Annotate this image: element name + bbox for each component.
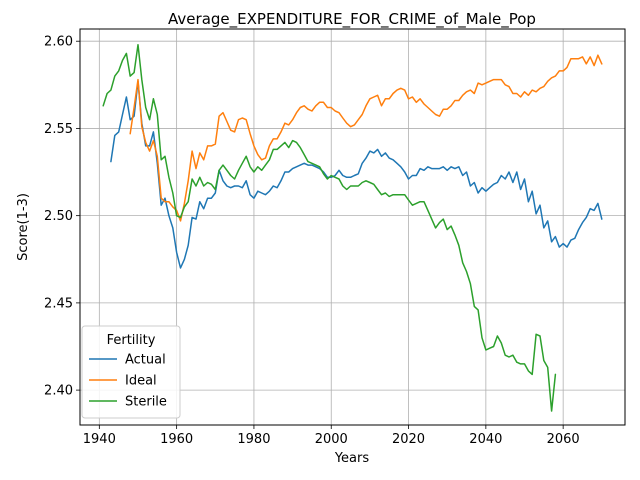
legend-entries: Actual Ideal Sterile <box>89 353 167 410</box>
y-tick-label: 2.50 <box>44 209 73 224</box>
series-lines <box>102 43 603 412</box>
x-tick-label: 1980 <box>237 432 270 447</box>
legend-box <box>81 325 181 419</box>
x-axis-label: Years <box>334 451 370 466</box>
series-line-actual <box>110 80 603 269</box>
series-line-sterile <box>102 43 557 412</box>
y-tick-label: 2.55 <box>44 122 73 137</box>
y-tick-label: 2.45 <box>44 296 73 311</box>
series-line-ideal <box>129 54 603 222</box>
y-axis-label: Score(1-3) <box>16 193 31 261</box>
y-tick-label: 2.60 <box>44 35 73 50</box>
chart-title: Average_EXPENDITURE_FOR_CRIME_of_Male_Po… <box>168 10 536 29</box>
y-axis-ticks: 2.40 2.45 2.50 2.55 2.60 <box>44 35 80 399</box>
legend: Fertility Actual Ideal Sterile <box>81 325 181 419</box>
x-tick-label: 2000 <box>315 432 348 447</box>
plot-frame <box>79 28 626 426</box>
legend-label-sterile: Sterile <box>125 395 167 410</box>
x-tick-label: 2020 <box>392 432 425 447</box>
x-tick-label: 1960 <box>160 432 193 447</box>
grid <box>80 29 625 425</box>
x-tick-label: 1940 <box>83 432 116 447</box>
x-tick-label: 2040 <box>469 432 502 447</box>
y-tick-label: 2.40 <box>44 384 73 399</box>
legend-title: Fertility <box>107 333 156 348</box>
x-axis-ticks: 1940 1960 1980 2000 2020 2040 2060 <box>83 425 580 447</box>
legend-label-ideal: Ideal <box>125 374 157 389</box>
legend-label-actual: Actual <box>125 353 166 368</box>
x-tick-label: 2060 <box>547 432 580 447</box>
